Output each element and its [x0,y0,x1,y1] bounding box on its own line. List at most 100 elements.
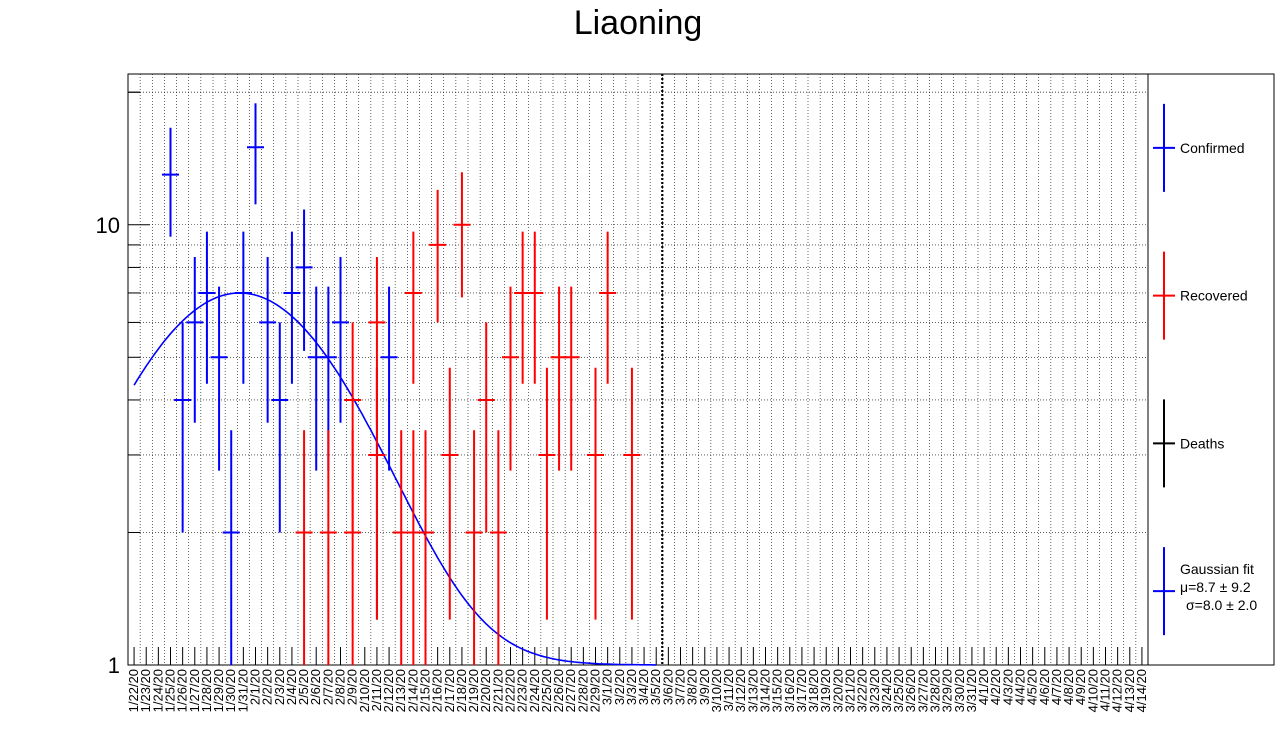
legend-label: Gaussian fit [1180,561,1254,577]
data-point-recovered [489,430,507,665]
x-tick-label: 2/23/20 [515,669,530,712]
x-tick-label: 3/13/20 [745,669,760,712]
x-tick-label: 2/18/20 [454,669,469,712]
x-tick-label: 3/3/20 [624,669,639,705]
data-point-confirmed [380,286,398,471]
x-tick-label: 2/1/20 [248,669,263,705]
x-tick-label: 2/24/20 [527,669,542,712]
data-point-recovered [453,172,471,298]
x-tick-label: 3/28/20 [928,669,943,712]
x-tick-label: 3/24/20 [879,669,894,712]
x-tick-label: 4/6/20 [1037,669,1052,705]
legend-label: Recovered [1180,288,1248,304]
x-tick-label: 1/30/20 [223,669,238,712]
x-tick-label: 2/13/20 [393,669,408,712]
x-tick-label: 4/1/20 [976,669,991,705]
x-tick-label: 4/14/20 [1134,669,1149,712]
x-tick-label: 4/4/20 [1013,669,1028,705]
axes-layer: 1101/22/201/23/201/24/201/25/201/26/201/… [96,73,1149,712]
x-tick-label: 1/23/20 [138,669,153,712]
x-tick-label: 2/22/20 [503,669,518,712]
x-tick-label: 2/21/20 [490,669,505,712]
x-tick-label: 3/21/20 [843,669,858,712]
x-tick-label: 1/25/20 [163,669,178,712]
x-tick-label: 2/7/20 [320,669,335,705]
x-tick-label: 3/1/20 [600,669,615,705]
x-tick-label: 3/26/20 [903,669,918,712]
x-tick-label: 4/5/20 [1025,669,1040,705]
x-tick-label: 2/27/20 [563,669,578,712]
x-tick-label: 3/8/20 [685,669,700,705]
x-tick-label: 4/12/20 [1110,669,1125,712]
x-tick-label: 1/24/20 [150,669,165,712]
x-tick-label: 3/2/20 [612,669,627,705]
grid-layer [128,74,1148,665]
x-tick-label: 3/15/20 [770,669,785,712]
data-point-recovered [477,322,495,533]
legend-label: Deaths [1180,435,1224,451]
x-tick-label: 3/19/20 [818,669,833,712]
x-tick-label: 3/30/20 [952,669,967,712]
y-tick-label: 1 [108,653,120,678]
x-tick-label: 2/12/20 [381,669,396,712]
x-tick-label: 2/5/20 [296,669,311,705]
x-tick-label: 3/7/20 [673,669,688,705]
fit-layer [133,292,657,666]
x-tick-label: 1/22/20 [126,669,141,712]
x-tick-label: 2/11/20 [369,669,384,711]
data-point-recovered [623,367,641,620]
x-tick-label: 3/29/20 [940,669,955,712]
data-point-recovered [502,286,519,471]
legend-sigma-label: σ=8.0 ± 2.0 [1186,597,1257,613]
x-tick-label: 4/9/20 [1073,669,1088,705]
data-point-confirmed [247,103,264,205]
data-point-recovered [319,430,337,665]
x-tick-label: 3/16/20 [782,669,797,712]
data-point-recovered [587,367,604,620]
x-tick-label: 1/27/20 [187,669,202,712]
x-tick-label: 3/22/20 [855,669,870,712]
x-tick-label: 2/29/20 [588,669,603,712]
legend-mu-label: μ=8.7 ± 9.2 [1180,579,1251,595]
x-tick-label: 2/20/20 [478,669,493,712]
x-tick-label: 4/2/20 [988,669,1003,705]
x-tick-label: 3/9/20 [697,669,712,705]
data-point-recovered [344,322,362,533]
x-tick-label: 2/4/20 [284,669,299,705]
x-tick-label: 3/18/20 [806,669,821,712]
chart-title: Liaoning [573,4,703,42]
data-point-recovered [404,231,422,384]
x-tick-label: 2/19/20 [466,669,481,712]
legend: Confirmed Recovered Deaths Gaussian fit μ=8.… [1147,73,1275,666]
data-point-recovered [295,430,313,665]
legend-label: Confirmed [1180,140,1245,156]
data-point-confirmed [162,127,179,237]
data-point-confirmed [174,322,192,533]
x-tick-label: 3/20/20 [830,669,845,712]
data-point-recovered [599,231,617,384]
x-tick-label: 2/10/20 [357,669,372,712]
data-point-confirmed [222,430,240,665]
x-tick-label: 2/25/20 [539,669,554,712]
data-point-recovered [526,231,544,384]
x-tick-label: 2/17/20 [442,669,457,712]
x-tick-label: 3/5/20 [648,669,663,705]
data-point-confirmed [259,256,277,423]
x-tick-label: 3/23/20 [867,669,882,712]
x-tick-label: 2/2/20 [260,669,275,705]
x-tick-label: 2/3/20 [272,669,287,705]
data-point-confirmed [186,256,204,423]
data-point-recovered [562,286,580,471]
data-point-confirmed [283,231,301,384]
x-tick-label: 1/26/20 [175,669,190,712]
data-point-recovered [465,430,483,665]
data-point-recovered [538,367,556,620]
data-point-confirmed [295,209,313,351]
x-tick-label: 2/8/20 [333,669,348,705]
data-point-recovered [441,367,459,620]
x-tick-label: 2/14/20 [405,669,420,712]
x-tick-label: 1/31/20 [235,669,250,712]
plot-frame [127,73,1149,666]
data-point-confirmed [332,256,349,423]
x-tick-label: 1/29/20 [211,669,226,712]
